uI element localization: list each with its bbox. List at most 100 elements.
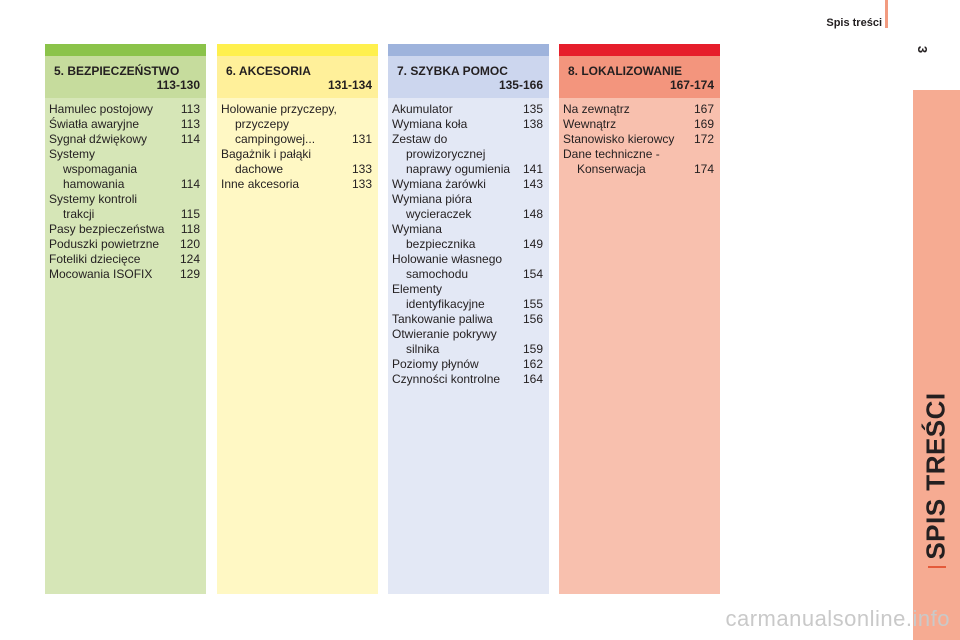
toc-entry-label: Sygnał dźwiękowy: [49, 132, 148, 146]
toc-entry[interactable]: Foteliki dziecięce 124: [49, 252, 202, 267]
toc-entry-label: Systemy kontroli trakcji: [49, 192, 138, 221]
side-tab-label: SPIS TREŚCI: [920, 392, 951, 560]
toc-list: Akumulator 135 Wymiana koła 138 Zestaw do pr…: [388, 98, 549, 387]
toc-entry[interactable]: Pasy bezpieczeństwa 118: [49, 222, 202, 237]
toc-entry-page: 118: [180, 222, 200, 236]
toc-entry-label: Bagażnik i pałąki dachowe: [221, 147, 312, 176]
column-page-range: 113-130: [156, 78, 200, 92]
toc-entry[interactable]: Bagażnik i pałąki dachowe 133: [221, 147, 374, 177]
toc-entry-page: 164: [522, 372, 543, 386]
toc-entry-label: Akumulator: [392, 102, 453, 116]
toc-entry-page: 169: [693, 117, 714, 131]
toc-entry-page: 114: [180, 177, 200, 191]
toc-entry[interactable]: Dane techniczne - Konserwacja 174: [563, 147, 716, 177]
toc-column-accessories: 6. AKCESORIA 131-134 Holowanie przyczepy…: [217, 44, 378, 594]
header-rule: [885, 0, 888, 28]
toc-entry-label: Elementy identyfikacyjne: [392, 282, 485, 311]
toc-column-quick-help: 7. SZYBKA POMOC 135-166 Akumulator 135 Wym…: [388, 44, 549, 594]
toc-entry[interactable]: Stanowisko kierowcy 172: [563, 132, 716, 147]
toc-entry-label: Wewnątrz: [563, 117, 617, 131]
toc-entry[interactable]: Poduszki powietrzne 120: [49, 237, 202, 252]
toc-entry[interactable]: Hamulec postojowy 113: [49, 102, 202, 117]
toc-entry[interactable]: Wymiana żarówki 143: [392, 177, 545, 192]
column-page-range: 131-134: [327, 78, 372, 92]
toc-entry-label: Otwieranie pokrywy silnika: [392, 327, 497, 356]
toc-entry[interactable]: Poziomy płynów 162: [392, 357, 545, 372]
toc-entry-page: 133: [351, 162, 372, 176]
toc-entry-page: 172: [693, 132, 714, 146]
toc-entry[interactable]: Mocowania ISOFIX 129: [49, 267, 202, 282]
toc-list: Hamulec postojowy 113 Światła awaryjne 113 S…: [45, 98, 206, 282]
toc-entry[interactable]: Inne akcesoria 133: [221, 177, 374, 192]
column-header: 7. SZYBKA POMOC 135-166: [388, 56, 549, 98]
toc-entry-page: 167: [693, 102, 714, 116]
toc-entry-page: 120: [179, 237, 200, 251]
toc-entry-label: Hamulec postojowy: [49, 102, 154, 116]
toc-entry[interactable]: Tankowanie paliwa 156: [392, 312, 545, 327]
toc-entry[interactable]: Wymiana bezpiecznika 149: [392, 222, 545, 252]
toc-entry[interactable]: Wymiana koła 138: [392, 117, 545, 132]
toc-entry-label: Poduszki powietrzne: [49, 237, 160, 251]
toc-entry-page: 133: [351, 177, 372, 191]
toc-entry-page: 141: [522, 162, 543, 176]
toc-entry-page: 124: [179, 252, 200, 266]
column-title: 8. LOKALIZOWANIE: [568, 64, 682, 78]
toc-entry[interactable]: Holowanie własnego samochodu 154: [392, 252, 545, 282]
column-page-range: 135-166: [498, 78, 543, 92]
toc-entry[interactable]: Systemy wspomagania hamowania 114: [49, 147, 202, 192]
column-header: 8. LOKALIZOWANIE 167-174: [559, 56, 720, 98]
toc-entry-label: Pasy bezpieczeństwa: [49, 222, 165, 236]
column-header: 5. BEZPIECZEŃSTWO 113-130: [45, 56, 206, 98]
toc-entry[interactable]: Elementy identyfikacyjne 155: [392, 282, 545, 312]
toc-column-location: 8. LOKALIZOWANIE 167-174 Na zewnątrz 167 W…: [559, 44, 720, 594]
toc-entry[interactable]: Otwieranie pokrywy silnika 159: [392, 327, 545, 357]
toc-entry-page: 148: [522, 207, 543, 221]
column-title: 6. AKCESORIA: [226, 64, 311, 78]
toc-entry[interactable]: Wymiana pióra wycieraczek 148: [392, 192, 545, 222]
toc-entry-label: Holowanie własnego samochodu: [392, 252, 503, 281]
toc-column-safety: 5. BEZPIECZEŃSTWO 113-130 Hamulec postoj…: [45, 44, 206, 594]
toc-entry-page: 115: [180, 207, 200, 221]
toc-entry-label: Holowanie przyczepy, przyczepy campingow…: [221, 102, 337, 146]
watermark: carmanualsonline.info: [725, 606, 950, 631]
column-title: 5. BEZPIECZEŃSTWO: [54, 64, 180, 78]
toc-entry-label: Wymiana żarówki: [392, 177, 486, 191]
toc-entry-label: Systemy wspomagania hamowania: [49, 147, 138, 191]
page-number: 3: [915, 45, 931, 54]
column-color-bar: [559, 44, 720, 56]
toc-entry-page: 174: [693, 162, 714, 176]
toc-entry-label: Wymiana bezpiecznika: [392, 222, 476, 251]
page-header-title: Spis treści: [826, 17, 882, 29]
toc-entry-page: 156: [522, 312, 543, 326]
toc-entry-label: Światła awaryjne: [49, 117, 140, 131]
toc-entry-page: 113: [180, 117, 200, 131]
section-side-tab: [913, 90, 960, 640]
toc-entry-label: Zestaw do prowizorycznej naprawy ogumien…: [392, 132, 511, 176]
toc-entry[interactable]: Na zewnątrz 167: [563, 102, 716, 117]
toc-list: Na zewnątrz 167 Wewnątrz 169 Stanowisko kier…: [559, 98, 720, 177]
toc-entry-page: 129: [179, 267, 200, 281]
toc-entry-label: Tankowanie paliwa: [392, 312, 493, 326]
toc-entry[interactable]: Systemy kontroli trakcji 115: [49, 192, 202, 222]
toc-entry[interactable]: Zestaw do prowizorycznej naprawy ogumien…: [392, 132, 545, 177]
column-title: 7. SZYBKA POMOC: [397, 64, 508, 78]
column-header: 6. AKCESORIA 131-134: [217, 56, 378, 98]
toc-entry[interactable]: Akumulator 135: [392, 102, 545, 117]
toc-entry-page: 131: [351, 132, 372, 146]
toc-entry[interactable]: Sygnał dźwiękowy 114: [49, 132, 202, 147]
toc-entry-page: 154: [522, 267, 543, 281]
toc-entry[interactable]: Czynności kontrolne 164: [392, 372, 545, 387]
toc-entry-label: Stanowisko kierowcy: [563, 132, 675, 146]
toc-entry-label: Inne akcesoria: [221, 177, 300, 191]
toc-entry[interactable]: Holowanie przyczepy, przyczepy campingow…: [221, 102, 374, 147]
toc-entry[interactable]: Światła awaryjne 113: [49, 117, 202, 132]
toc-entry-label: Dane techniczne - Konserwacja: [563, 147, 660, 176]
toc-entry-label: Czynności kontrolne: [392, 372, 501, 386]
column-page-range: 167-174: [669, 78, 714, 92]
toc-entry-label: Foteliki dziecięce: [49, 252, 141, 266]
toc-entry-page: 138: [522, 117, 543, 131]
toc-entry-label: Na zewnątrz: [563, 102, 630, 116]
toc-entry[interactable]: Wewnątrz 169: [563, 117, 716, 132]
column-color-bar: [388, 44, 549, 56]
toc-entry-page: 143: [522, 177, 543, 191]
